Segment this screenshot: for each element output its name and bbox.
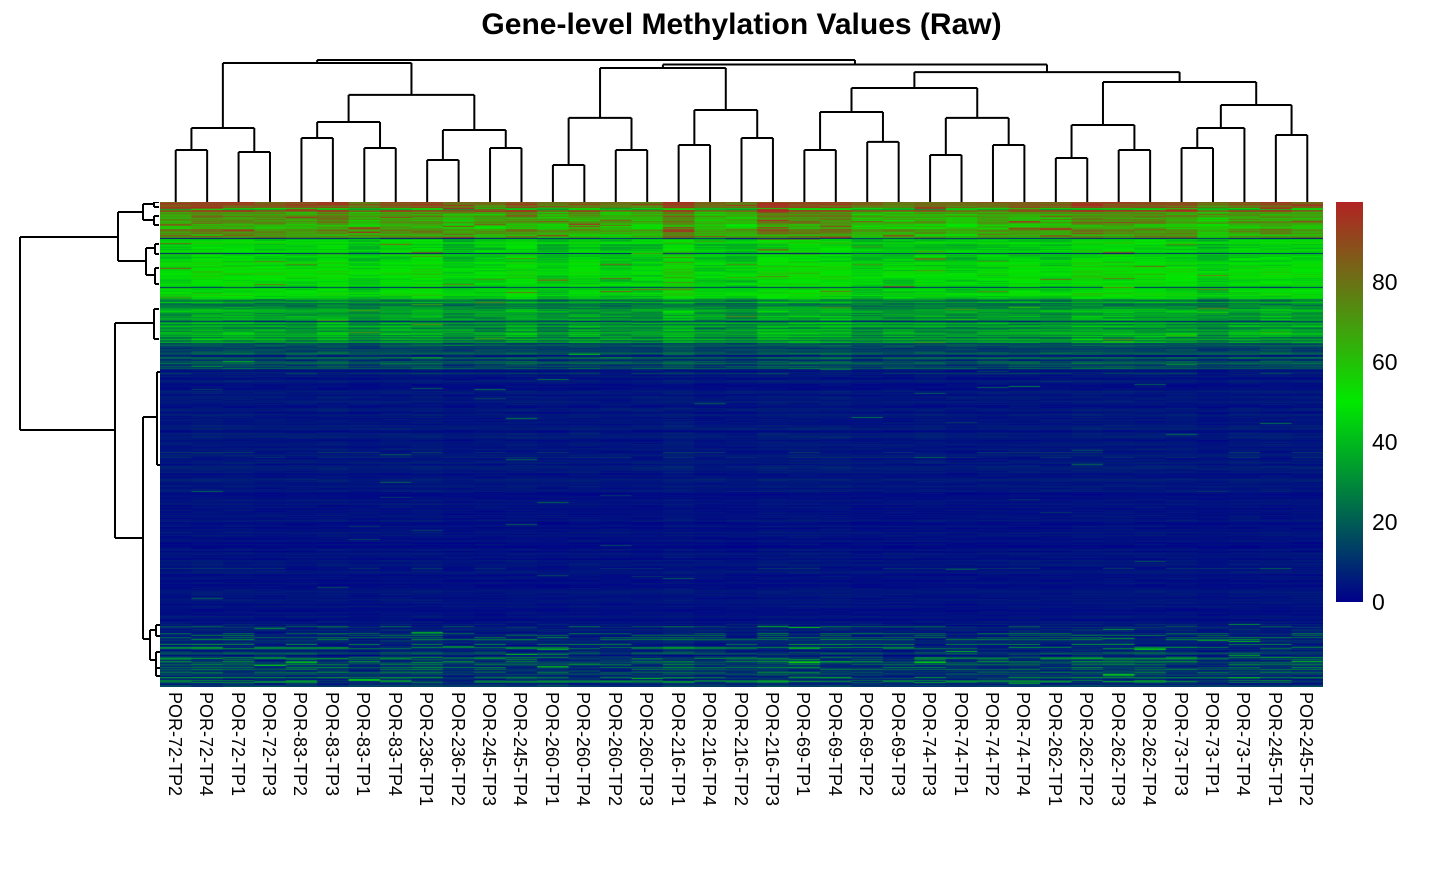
column-label: POR-74-TP3	[919, 692, 940, 797]
column-label: POR-73-TP3	[1170, 692, 1191, 797]
column-label: POR-72-TP2	[164, 692, 185, 797]
color-key: 0 20 40 60 80	[1336, 202, 1448, 622]
column-label: POR-69-TP2	[856, 692, 877, 797]
column-label: POR-216-TP4	[699, 692, 720, 807]
column-label: POR-216-TP1	[667, 692, 688, 807]
column-label: POR-69-TP4	[824, 692, 845, 797]
column-label: POR-72-TP1	[227, 692, 248, 797]
column-label: POR-245-TP2	[1296, 692, 1317, 807]
column-label: POR-69-TP1	[793, 692, 814, 797]
color-key-tick-label: 20	[1372, 509, 1398, 535]
column-label: POR-245-TP3	[479, 692, 500, 807]
heatmap-canvas	[160, 202, 1323, 687]
column-label: POR-262-TP1	[1044, 692, 1065, 807]
column-label: POR-72-TP3	[259, 692, 279, 797]
column-label: POR-262-TP3	[1107, 692, 1128, 807]
color-key-tick-label: 40	[1372, 429, 1398, 455]
color-key-gradient	[1336, 202, 1363, 602]
column-label: POR-74-TP2	[981, 692, 1002, 797]
column-label: POR-262-TP4	[1139, 692, 1160, 807]
color-key-tick-label: 80	[1372, 269, 1398, 295]
column-label: POR-74-TP4	[1013, 692, 1034, 797]
column-label: POR-260-TP2	[604, 692, 625, 807]
column-label: POR-83-TP2	[290, 692, 311, 797]
column-label: POR-73-TP1	[1201, 692, 1222, 797]
color-key-tick-label: 60	[1372, 349, 1398, 375]
column-label: POR-236-TP2	[447, 692, 468, 807]
column-label: POR-262-TP2	[1076, 692, 1097, 807]
column-label: POR-72-TP4	[196, 692, 217, 797]
column-label: POR-260-TP3	[636, 692, 657, 807]
column-label: POR-83-TP3	[321, 692, 342, 797]
row-dendrogram	[19, 202, 160, 677]
column-label: POR-83-TP4	[384, 692, 405, 797]
column-label: POR-74-TP1	[950, 692, 971, 797]
column-label: POR-260-TP1	[541, 692, 562, 807]
column-labels: POR-72-TP2 POR-72-TP4 POR-72-TP1 POR-72-TP3…	[0, 692, 1448, 892]
chart-title: Gene-level Methylation Values (Raw)	[481, 8, 1002, 41]
column-label: POR-216-TP2	[730, 692, 751, 807]
color-key-tick-label: 0	[1372, 589, 1385, 615]
column-label: POR-216-TP3	[761, 692, 782, 807]
column-label: POR-236-TP1	[416, 692, 437, 807]
column-label: POR-83-TP1	[353, 692, 374, 797]
column-label: POR-73-TP4	[1233, 692, 1254, 797]
column-label: POR-245-TP4	[510, 692, 531, 807]
column-label: POR-245-TP1	[1264, 692, 1285, 807]
column-label: POR-69-TP3	[887, 692, 908, 797]
column-dendrogram	[174, 59, 1309, 202]
column-label: POR-260-TP4	[573, 692, 594, 807]
